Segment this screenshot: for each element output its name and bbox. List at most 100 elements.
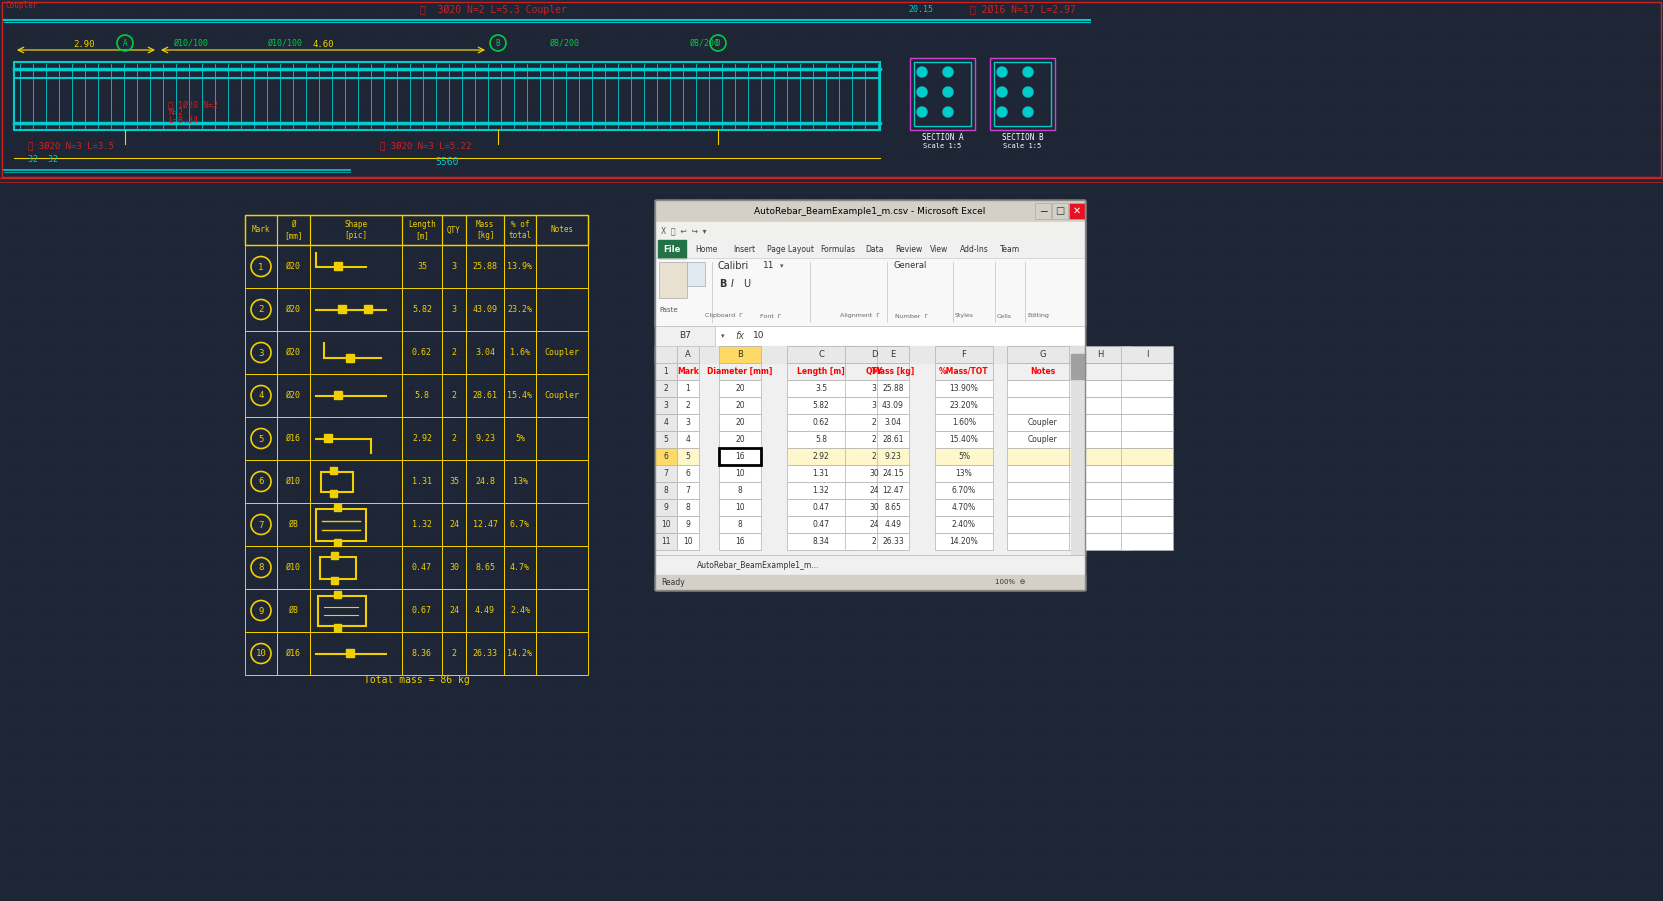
Text: 24: 24 (870, 520, 878, 529)
Bar (787, 516, 855, 533)
Text: 5: 5 (664, 435, 669, 444)
Text: 5: 5 (258, 434, 264, 443)
Text: 5.82: 5.82 (813, 401, 830, 410)
Text: 0.47: 0.47 (813, 503, 830, 512)
Text: Ø8/200: Ø8/200 (550, 39, 580, 48)
Text: 12.47: 12.47 (472, 520, 497, 529)
Bar (334, 623, 341, 631)
Text: 6: 6 (664, 452, 669, 461)
Bar (876, 533, 910, 550)
Bar (402, 417, 442, 460)
Bar (1069, 363, 1131, 380)
Bar (677, 448, 698, 465)
Bar (1069, 380, 1131, 397)
Bar (935, 448, 993, 465)
Bar (316, 508, 366, 541)
Text: 4.49: 4.49 (885, 520, 901, 529)
Text: 43.09: 43.09 (472, 305, 497, 314)
Bar (1069, 448, 1131, 465)
Text: ▾: ▾ (722, 333, 725, 339)
Text: 8.36: 8.36 (412, 649, 432, 658)
Bar (535, 331, 589, 374)
Text: 4.70%: 4.70% (951, 503, 976, 512)
Bar (787, 482, 855, 499)
Bar (1034, 203, 1051, 219)
Text: 5560: 5560 (436, 157, 459, 167)
Bar (677, 499, 698, 516)
Bar (504, 245, 535, 288)
Bar (278, 503, 309, 546)
Text: File: File (664, 244, 680, 253)
Bar (244, 215, 589, 245)
Bar (278, 632, 309, 675)
Bar (535, 374, 589, 417)
Text: 11: 11 (662, 537, 670, 546)
Text: 8: 8 (685, 503, 690, 512)
Bar (244, 589, 278, 632)
Text: B7: B7 (679, 332, 690, 341)
Text: 4: 4 (664, 418, 669, 427)
Text: 2.40%: 2.40% (951, 520, 976, 529)
Bar (466, 546, 504, 589)
Bar (442, 288, 466, 331)
Bar (718, 448, 762, 465)
Text: ⓩ 3Ø20 N=3 L=3.5: ⓩ 3Ø20 N=3 L=3.5 (28, 141, 115, 150)
Text: Mark: Mark (677, 367, 698, 376)
Bar (309, 503, 402, 546)
Bar (915, 62, 971, 126)
Text: 1.31: 1.31 (412, 477, 432, 486)
Text: 3.04: 3.04 (885, 418, 901, 427)
Text: H: H (1098, 350, 1103, 359)
Text: 9.23: 9.23 (885, 452, 901, 461)
Text: 20: 20 (735, 401, 745, 410)
Bar (466, 417, 504, 460)
Bar (13, 62, 880, 130)
Text: Insert: Insert (733, 244, 755, 253)
Text: A: A (123, 39, 128, 48)
Bar (845, 431, 903, 448)
Text: 13%: 13% (512, 477, 527, 486)
Bar (309, 331, 402, 374)
Text: 2: 2 (451, 649, 457, 658)
Text: 4: 4 (258, 392, 264, 401)
Bar (655, 326, 1084, 346)
Text: Add-Ins: Add-Ins (960, 244, 989, 253)
Text: 2: 2 (451, 434, 457, 443)
Text: Data: Data (865, 244, 883, 253)
Bar (442, 632, 466, 675)
Bar (655, 240, 1084, 258)
Text: 9: 9 (664, 503, 669, 512)
Text: 6: 6 (685, 469, 690, 478)
Bar (278, 546, 309, 589)
Text: 28.61: 28.61 (883, 435, 903, 444)
Text: 15.40%: 15.40% (950, 435, 978, 444)
Bar (329, 489, 338, 496)
Bar (677, 380, 698, 397)
Bar (655, 555, 1084, 575)
Bar (334, 539, 341, 545)
Bar (402, 374, 442, 417)
Bar (1008, 363, 1079, 380)
Text: SECTION A: SECTION A (921, 133, 963, 142)
Text: QTY: QTY (865, 367, 883, 376)
Bar (244, 374, 278, 417)
Text: General: General (893, 261, 926, 270)
Text: 5%: 5% (958, 452, 970, 461)
Bar (334, 504, 341, 511)
Bar (655, 346, 1084, 363)
Bar (655, 533, 677, 550)
Text: 0.62: 0.62 (813, 418, 830, 427)
Text: 26.33: 26.33 (472, 649, 497, 658)
Bar (331, 551, 338, 559)
Bar (504, 374, 535, 417)
Bar (845, 363, 903, 380)
Bar (504, 417, 535, 460)
Bar (687, 262, 705, 286)
Text: 24: 24 (449, 520, 459, 529)
Bar (244, 331, 278, 374)
Bar (787, 499, 855, 516)
Text: B: B (496, 39, 501, 48)
Bar (677, 346, 698, 363)
Text: 3: 3 (664, 401, 669, 410)
Text: 12.47: 12.47 (881, 486, 903, 495)
